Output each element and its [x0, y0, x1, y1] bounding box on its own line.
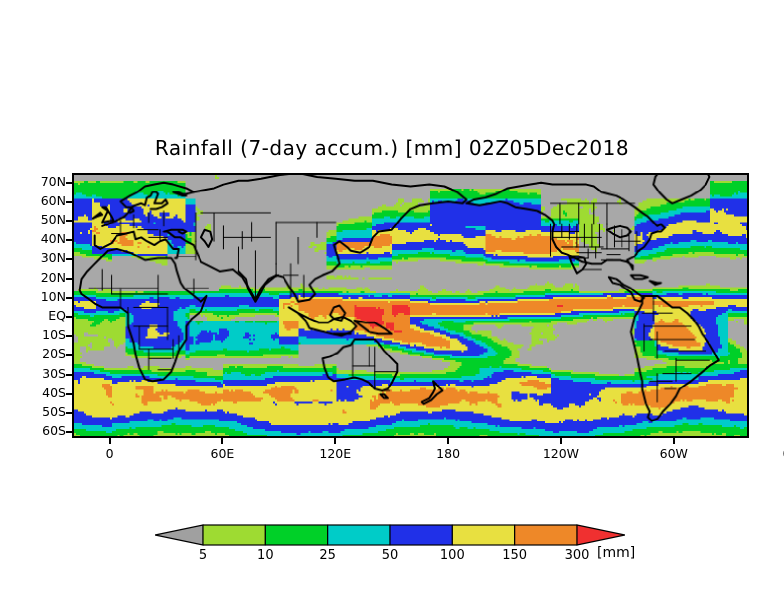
- x-tick-mark: [672, 438, 675, 444]
- y-tick-label-50s: 50S: [42, 404, 66, 420]
- y-tick-label-10s: 10S: [42, 327, 66, 343]
- x-tick-mark: [447, 438, 450, 444]
- y-tick-mark: [66, 412, 72, 415]
- colorbar-tick-25: 25: [319, 548, 336, 563]
- y-tick-mark: [66, 392, 72, 395]
- y-tick-mark: [66, 239, 72, 242]
- colorbar-swatch-4: [451, 524, 516, 546]
- colorbar-tick-300: 300: [564, 548, 590, 563]
- y-tick-mark: [66, 373, 72, 376]
- y-tick-label-eq: EQ: [48, 308, 66, 324]
- y-tick-mark: [66, 220, 72, 222]
- x-tick-mark: [334, 438, 337, 444]
- page-title: Rainfall (7-day accum.) [mm] 02Z05Dec201…: [154, 136, 630, 160]
- x-tick-mark: [559, 438, 562, 444]
- y-tick-label-40s: 40S: [42, 384, 66, 400]
- y-tick-label-20s: 20S: [42, 346, 66, 362]
- colorbar-swatch-1: [264, 524, 329, 546]
- colorbar-swatch-0: [202, 524, 266, 546]
- x-tick-label-0: 0: [105, 446, 114, 461]
- y-tick-label-30s: 30S: [42, 365, 66, 381]
- x-tick-label-1: 60E: [210, 446, 235, 461]
- y-tick-mark: [66, 354, 72, 357]
- x-tick-label-3: 180: [436, 446, 461, 461]
- y-tick-mark: [66, 431, 72, 434]
- y-tick-mark: [66, 181, 72, 184]
- y-tick-mark: [66, 316, 72, 319]
- colorbar-tick-10: 10: [257, 548, 274, 563]
- rainfall-heatmap-canvas: [74, 175, 747, 436]
- y-tick-mark: [66, 296, 72, 299]
- x-tick-label-6: 0: [757, 446, 784, 461]
- colorbar-tick-100: 100: [439, 548, 465, 563]
- colorbar-swatch-3: [389, 524, 453, 546]
- colorbar-units-label: [mm]: [597, 545, 636, 561]
- colorbar-tick-50: 50: [381, 548, 399, 563]
- y-tick-label-40n: 40N: [40, 231, 66, 247]
- colorbar-swatch-5: [514, 524, 578, 546]
- y-tick-label-30n: 30N: [40, 250, 66, 266]
- colorbar-overflow-arrow: [576, 524, 625, 546]
- y-tick-label-70n: 70N: [40, 173, 66, 189]
- y-tick-mark: [66, 335, 72, 338]
- x-tick-label-2: 120E: [319, 446, 352, 461]
- y-tick-label-20n: 20N: [40, 269, 66, 285]
- y-tick-label-50n: 50N: [40, 212, 66, 227]
- y-tick-label-60s: 60S: [42, 423, 66, 439]
- colorbar-swatch-2: [327, 524, 391, 546]
- x-tick-label-4: 120W: [542, 446, 580, 461]
- colorbar-tick-150: 150: [502, 548, 528, 563]
- x-tick-mark: [221, 438, 224, 444]
- x-tick-mark: [108, 438, 111, 444]
- colorbar-tick-5: 5: [198, 548, 208, 563]
- y-tick-label-60n: 60N: [40, 192, 66, 208]
- y-tick-mark: [66, 200, 72, 203]
- x-tick-label-5: 60W: [659, 446, 688, 461]
- y-tick-mark: [66, 277, 72, 280]
- y-tick-mark: [66, 258, 72, 261]
- map-plot-area[interactable]: [72, 173, 749, 438]
- y-tick-label-10n: 10N: [40, 288, 66, 304]
- colorbar-swatches: [155, 524, 625, 546]
- colorbar-underflow-arrow: [155, 524, 204, 546]
- colorbar[interactable]: [155, 524, 625, 546]
